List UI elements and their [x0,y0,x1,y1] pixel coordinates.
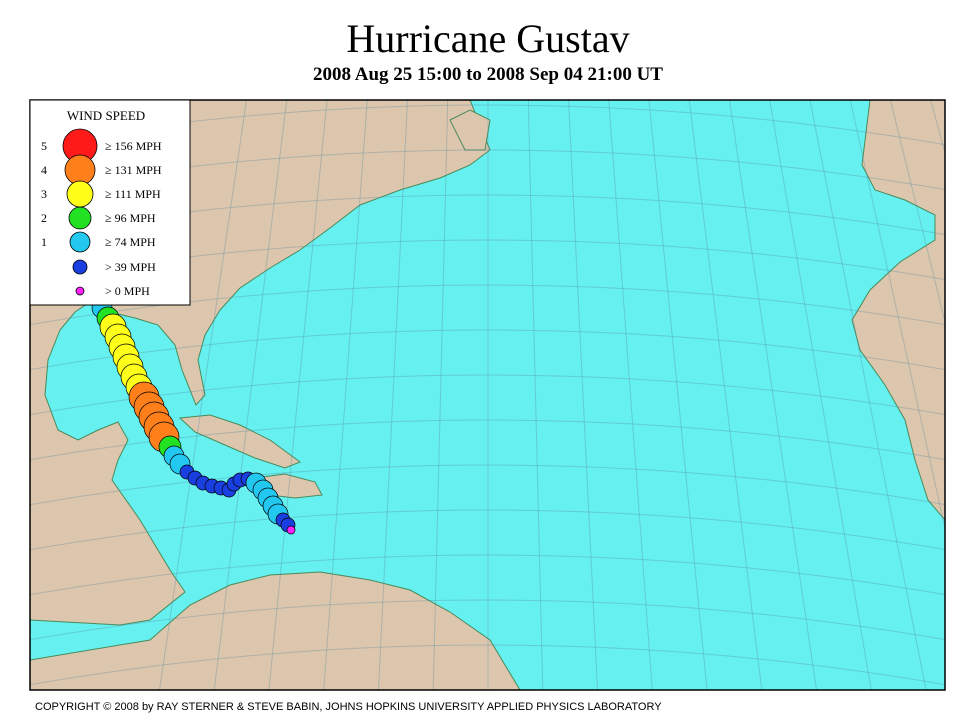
legend-swatch [72,259,88,275]
parallel [30,509,945,551]
legend-category: 5 [41,139,47,153]
parallel [30,419,945,461]
meridian [567,100,599,690]
legend-category: 3 [41,187,47,201]
meridian [769,100,872,690]
legend-label: ≥ 156 MPH [105,139,162,153]
map-frame [29,99,946,691]
meridian [809,100,927,690]
track-point [286,525,296,535]
parallel [30,329,945,371]
legend-swatch [69,231,91,253]
legend-category: 2 [41,211,47,225]
meridian [323,100,368,690]
meridian [213,100,288,690]
meridian [268,100,328,690]
legend-swatch [68,206,92,230]
legend-swatch [64,154,96,186]
copyright: COPYRIGHT © 2008 by RAY STERNER & STEVE … [35,701,662,713]
meridian [377,100,409,690]
legend-swatch [75,286,85,296]
legend-label: ≥ 74 MPH [105,235,156,249]
legend-category: 4 [41,163,47,177]
parallel [30,599,945,641]
meridian [889,100,945,324]
parallel [30,464,945,506]
legend-label: ≥ 111 MPH [105,187,161,201]
meridian [849,100,945,531]
parallel [30,284,945,326]
meridian [648,100,708,690]
legend-swatch [66,180,94,208]
meridian [608,100,653,690]
meridian [432,100,449,690]
meridian [688,100,763,690]
storm-track [87,253,296,535]
meridian [527,100,544,690]
subtitle: 2008 Aug 25 15:00 to 2008 Sep 04 21:00 U… [313,64,663,85]
meridian [158,100,248,690]
meridian [968,90,975,700]
legend-label: ≥ 131 MPH [105,163,162,177]
parallel [30,644,945,686]
legend-label: > 39 MPH [105,260,156,274]
legend-label: ≥ 96 MPH [105,211,156,225]
parallel [30,554,945,596]
legend-category: 1 [41,235,47,249]
legend: WIND SPEED 5 ≥ 156 MPH 4 ≥ 131 MPH 3 ≥ 111 MP… [29,99,191,306]
title: Hurricane Gustav [346,16,629,61]
legend-label: > 0 MPH [105,284,150,298]
legend-title: WIND SPEED [67,108,145,123]
meridian [728,100,818,690]
legend-box [29,99,191,306]
